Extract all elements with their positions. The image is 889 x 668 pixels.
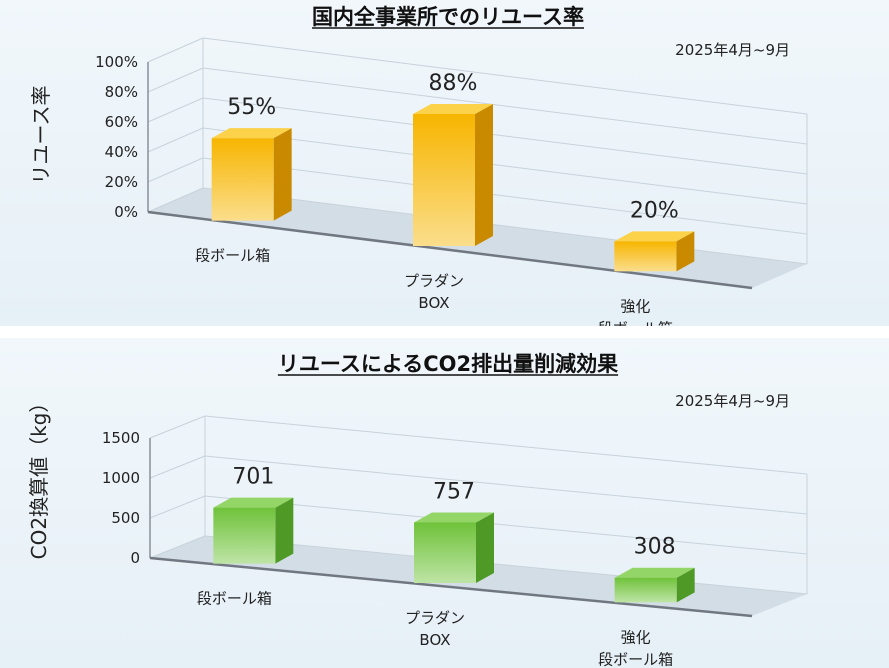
y-tick-label: 0 [130, 549, 140, 567]
x-axis [147, 210, 753, 290]
gridline-side [147, 127, 204, 153]
bar [414, 512, 494, 583]
y-tick-label: 40% [105, 143, 138, 161]
data-label: 55% [227, 95, 276, 120]
gridline [202, 97, 808, 175]
co2-reduction-chart-panel: 0 500 1000 1500 CO2換算値（kg） リユースによるCO2排出量削減効果 2… [0, 338, 889, 668]
bar-side [476, 512, 494, 583]
bar [213, 497, 294, 564]
chart-title: 国内全事業所でのリユース率 [312, 5, 584, 29]
gridline-side [147, 67, 204, 93]
gridline-side [147, 37, 204, 63]
bar-front [614, 241, 677, 272]
category-label: BOX [419, 631, 450, 649]
bar-front [614, 577, 677, 603]
gridline [202, 157, 808, 235]
bar-top [413, 104, 493, 114]
gridline [204, 495, 808, 555]
gridline-side [147, 157, 204, 183]
y-tick-label: 60% [105, 113, 138, 131]
category-label: BOX [418, 294, 449, 312]
gridline [204, 535, 808, 595]
reuse-rate-chart: 0% 20% 40% 60% 80% 100% リユース率 国内全事業所でのリユース率 2025… [29, 5, 808, 326]
chart-period: 2025年4月~9月 [675, 41, 790, 59]
bar-front [414, 522, 476, 583]
bar [413, 104, 493, 246]
y-tick-label: 500 [111, 509, 140, 527]
data-label: 20% [630, 198, 679, 223]
category-label: 強化 [621, 628, 651, 646]
y-axis-title: リユース率 [29, 86, 53, 185]
category-label: プラダン [405, 609, 465, 627]
bar-side [273, 128, 292, 221]
data-label: 308 [634, 535, 676, 560]
category-label: 段ボール箱 [598, 650, 673, 668]
bar-top [614, 231, 695, 242]
bar-top [213, 497, 294, 508]
y-tick-label: 1000 [102, 469, 140, 487]
y-axis-title: CO2換算値（kg） [27, 393, 51, 560]
reuse-rate-chart-panel: 0% 20% 40% 60% 80% 100% リユース率 国内全事業所でのリユース率 2025… [0, 0, 889, 326]
data-label: 701 [232, 465, 274, 490]
bar-side [676, 567, 695, 603]
gridline-side [147, 187, 204, 213]
gridline [204, 415, 808, 475]
category-label: 強化 [620, 297, 650, 315]
category-label: プラダン [404, 272, 464, 290]
bar [211, 128, 292, 221]
y-tick-label: 0% [114, 203, 138, 221]
gridline [202, 37, 808, 115]
chart-title: リユースによるCO2排出量削減効果 [278, 352, 618, 376]
gridline-side [149, 415, 206, 439]
co2-reduction-chart: 0 500 1000 1500 CO2換算値（kg） リユースによるCO2排出量削減効果 2… [27, 352, 808, 668]
bar [614, 231, 695, 272]
y-tick-label: 20% [105, 173, 138, 191]
gridline-side [149, 535, 206, 559]
bar-side [475, 104, 493, 246]
bar-top [614, 567, 695, 578]
data-label: 88% [429, 71, 478, 96]
bar-front [213, 507, 276, 564]
gridline [204, 455, 808, 515]
bar-side [275, 497, 294, 564]
bar-top [211, 128, 292, 139]
bar-side [676, 231, 695, 272]
gridline [202, 67, 808, 145]
category-label: 段ボール箱 [197, 590, 272, 608]
gridline [202, 187, 808, 265]
category-label: 段ボール箱 [195, 247, 270, 265]
y-tick-label: 100% [95, 53, 138, 71]
gridline [202, 127, 808, 205]
gridline-side [147, 97, 204, 123]
chart-period: 2025年4月~9月 [675, 392, 790, 410]
y-tick-label: 1500 [102, 429, 140, 447]
gridline-side [149, 455, 206, 479]
bar [614, 567, 695, 603]
category-label: 段ボール箱 [598, 319, 673, 326]
y-tick-label: 80% [105, 83, 138, 101]
x-axis [149, 556, 753, 618]
bar-front [413, 114, 475, 246]
bar-front [211, 138, 274, 221]
bar-top [414, 512, 494, 523]
data-label: 757 [433, 479, 475, 504]
gridline-side [149, 495, 206, 519]
